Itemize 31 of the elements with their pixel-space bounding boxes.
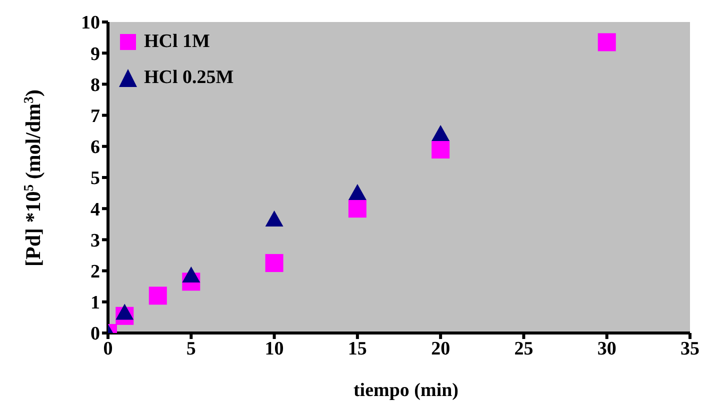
y-tick-label: 4 — [90, 199, 100, 220]
x-tick-label: 20 — [431, 338, 450, 360]
x-tick-label: 25 — [514, 338, 534, 360]
point — [265, 210, 284, 226]
x-tick-label: 30 — [597, 338, 616, 360]
y-tick-label: 2 — [90, 262, 100, 283]
y-tick-label: 7 — [90, 106, 100, 128]
point — [348, 184, 366, 200]
x-axis-title: tiempo (min) — [353, 380, 459, 401]
point — [265, 254, 284, 272]
y-tick-label: 1 — [90, 292, 100, 314]
x-tick-label: 15 — [348, 338, 367, 360]
legend-label: HCl 1M — [144, 31, 210, 53]
point — [148, 286, 167, 305]
y-tick-label: 3 — [90, 230, 100, 252]
point — [182, 266, 200, 282]
y-tick-label: 6 — [90, 137, 100, 158]
point — [432, 124, 450, 141]
point — [432, 140, 450, 159]
point — [598, 33, 616, 52]
x-tick-label: 35 — [680, 338, 700, 360]
y-tick-label: 8 — [90, 74, 100, 96]
point — [348, 200, 366, 218]
y-tick-label: 9 — [90, 44, 100, 65]
y-tick-label: 5 — [90, 168, 100, 190]
y-tick-label: 0 — [90, 324, 100, 345]
y-tick-label: 10 — [81, 12, 100, 34]
legend-label: HCl 0.25M — [144, 67, 234, 89]
x-tick-label: 10 — [264, 338, 284, 360]
x-tick-label: 5 — [186, 338, 196, 360]
point — [116, 304, 134, 320]
